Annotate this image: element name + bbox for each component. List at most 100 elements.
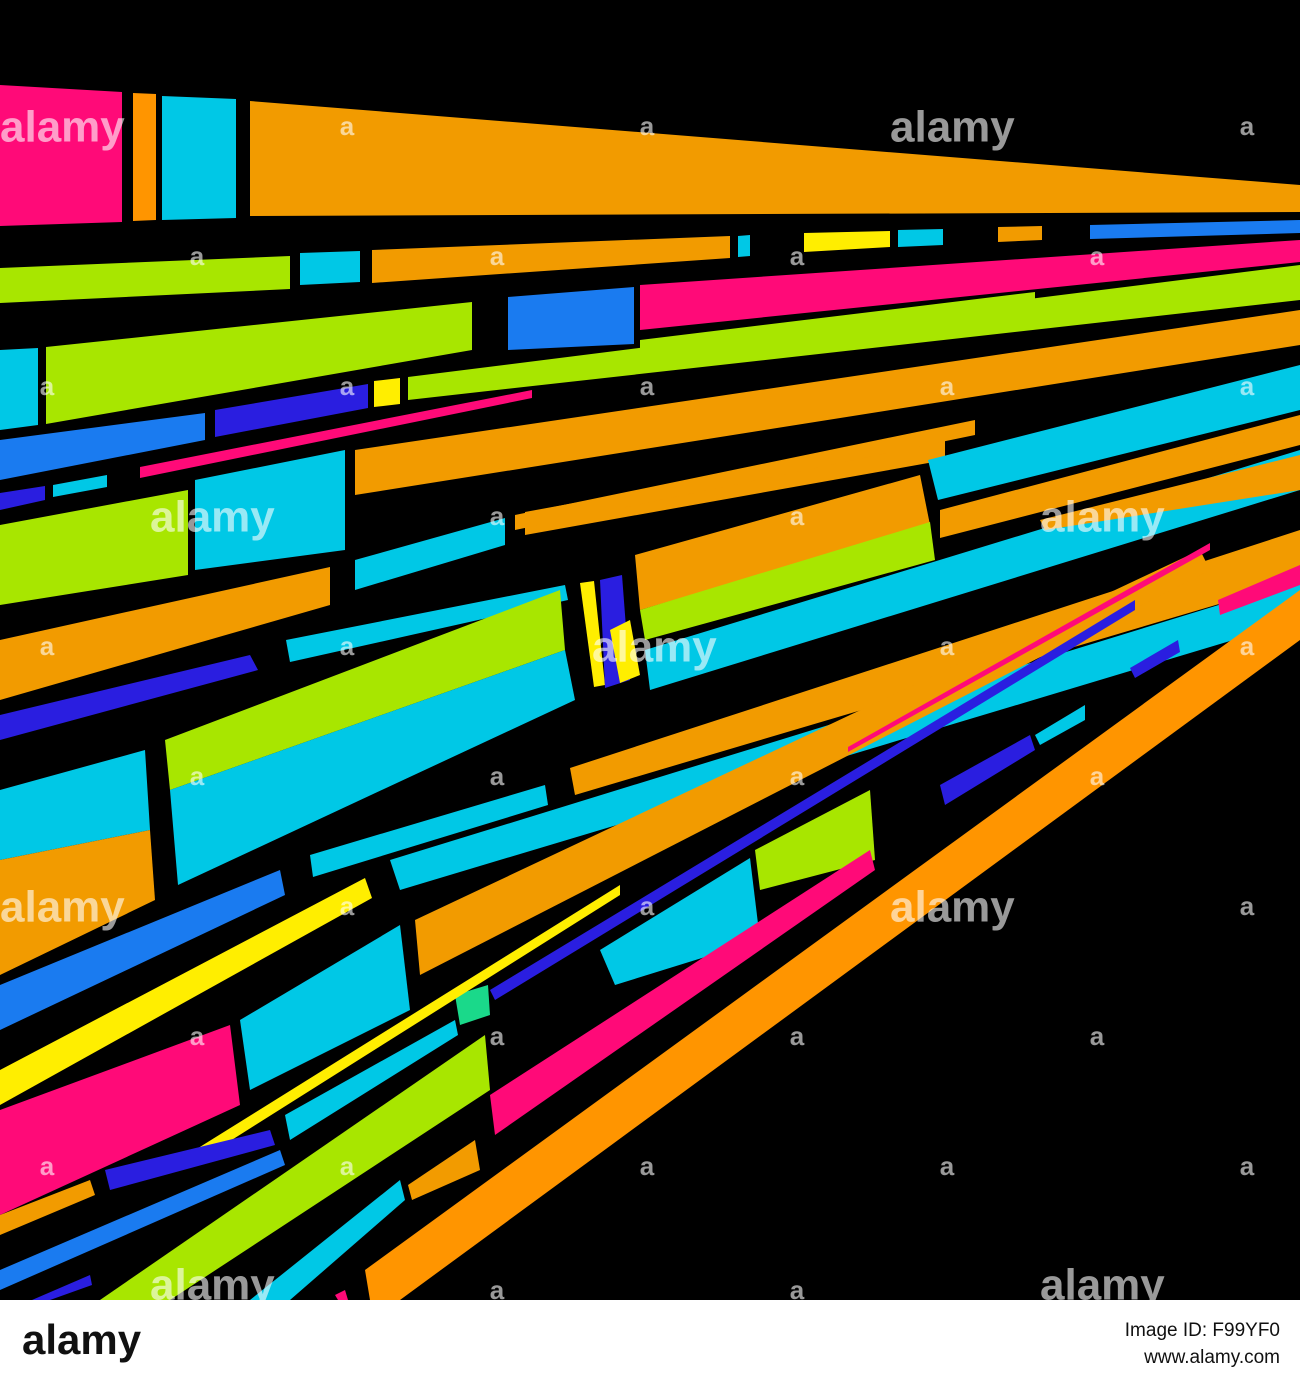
watermark-small: a (790, 761, 805, 791)
stripe-segment (738, 235, 750, 257)
watermark: alamy (0, 883, 125, 932)
stripe-segment (105, 1130, 275, 1190)
stripe-segment (1035, 705, 1085, 745)
watermark-small: a (1240, 371, 1255, 401)
stripe-segment (374, 378, 400, 407)
stripe-segment (1130, 640, 1180, 678)
watermark-small: a (190, 761, 205, 791)
stripe-segment (1218, 565, 1300, 615)
stripe-segment (635, 475, 930, 610)
watermark: alamy (890, 883, 1015, 932)
stripe-segment (0, 878, 372, 1105)
stripe-segment (804, 231, 890, 252)
stripe-segment (408, 265, 1300, 400)
stripe-segment (250, 101, 1300, 216)
watermark-small: a (1090, 241, 1105, 271)
stripe-segment (515, 420, 975, 530)
stripe-segment (0, 1180, 95, 1235)
watermark-small: a (40, 1151, 55, 1181)
stripe-segment (250, 1180, 405, 1300)
stripe-segment (408, 1140, 480, 1200)
stripe-segment (0, 655, 258, 740)
watermark-small: a (790, 1021, 805, 1051)
stripe-segment (455, 985, 490, 1025)
watermark-small: a (490, 1275, 505, 1305)
stripe-segment (140, 390, 532, 478)
stripe-segment (0, 490, 188, 605)
watermark: alamy (890, 103, 1015, 152)
watermark-small: a (790, 241, 805, 271)
watermark-small: a (40, 371, 55, 401)
watermark: alamy (150, 493, 275, 542)
stripe-segment (0, 256, 290, 303)
footer-logo: alamy (22, 1316, 142, 1363)
watermark-small: a (40, 631, 55, 661)
stripe-segment (32, 1275, 92, 1300)
stripe-segment (940, 735, 1035, 805)
stripe-segment (195, 450, 345, 570)
watermark-small: a (940, 371, 955, 401)
stripe-segment (0, 870, 285, 1030)
stripe-segment (53, 475, 107, 497)
watermark-small: a (790, 1275, 805, 1305)
footer-bar (0, 1300, 1300, 1390)
watermark: alamy (1040, 493, 1165, 542)
stripe-segment (365, 590, 1300, 1300)
stripe-segment (998, 226, 1042, 242)
stripe-segment (1090, 220, 1300, 239)
watermark-small: a (340, 891, 355, 921)
stripe-segment (490, 600, 1135, 1000)
watermark: alamy (592, 623, 717, 672)
image-id: Image ID: F99YF0 (1125, 1320, 1280, 1341)
stripe-segment (0, 413, 205, 480)
stripe-segment (355, 518, 505, 590)
stripe-segment (1040, 455, 1300, 530)
stripes (0, 85, 1300, 1300)
watermark-small: a (940, 631, 955, 661)
watermark-small: a (340, 371, 355, 401)
watermark-small: a (490, 1021, 505, 1051)
watermark-small: a (490, 501, 505, 531)
stripe-segment (372, 236, 730, 283)
watermark-small: a (640, 1151, 655, 1181)
stripe-segment (490, 850, 875, 1135)
stripe-segment (0, 830, 155, 975)
stripe-segment (508, 287, 634, 350)
stripe-segment (335, 1290, 348, 1300)
watermark-small: a (190, 241, 205, 271)
watermark-small: a (1240, 111, 1255, 141)
stripe-segment (0, 348, 38, 430)
stripe-segment (848, 543, 1210, 752)
watermark-small: a (190, 1021, 205, 1051)
stripe-segment (600, 858, 760, 985)
stripe-segment (0, 750, 150, 860)
stripe-segment (0, 567, 330, 700)
stripe-segment (928, 365, 1300, 500)
watermark-small: a (340, 1151, 355, 1181)
stripe-segment (195, 885, 620, 1160)
watermark-small: a (640, 371, 655, 401)
stripe-segment (133, 93, 156, 221)
stripe-segment (355, 310, 1300, 495)
watermark-small: a (1240, 631, 1255, 661)
watermark-small: a (1240, 891, 1255, 921)
watermark-small: a (640, 111, 655, 141)
stripe-segment (0, 85, 122, 226)
stripe-segment (0, 486, 45, 510)
watermark-small: a (1090, 1021, 1105, 1051)
stripe-segment (580, 581, 605, 687)
stripe-segment (0, 1150, 285, 1290)
watermark-small: a (1090, 761, 1105, 791)
stripe-segment (100, 1035, 490, 1300)
stripe-segment (755, 790, 875, 890)
watermark-small: a (490, 761, 505, 791)
stripe-segment (0, 1025, 240, 1215)
stripe-segment (162, 96, 236, 220)
watermark-small: a (340, 111, 355, 141)
watermark-small: a (1240, 1151, 1255, 1181)
stripe-segment (300, 251, 360, 285)
stripe-segment (640, 240, 1300, 330)
watermark-small: a (940, 1151, 955, 1181)
stripe-segment (1210, 430, 1300, 460)
